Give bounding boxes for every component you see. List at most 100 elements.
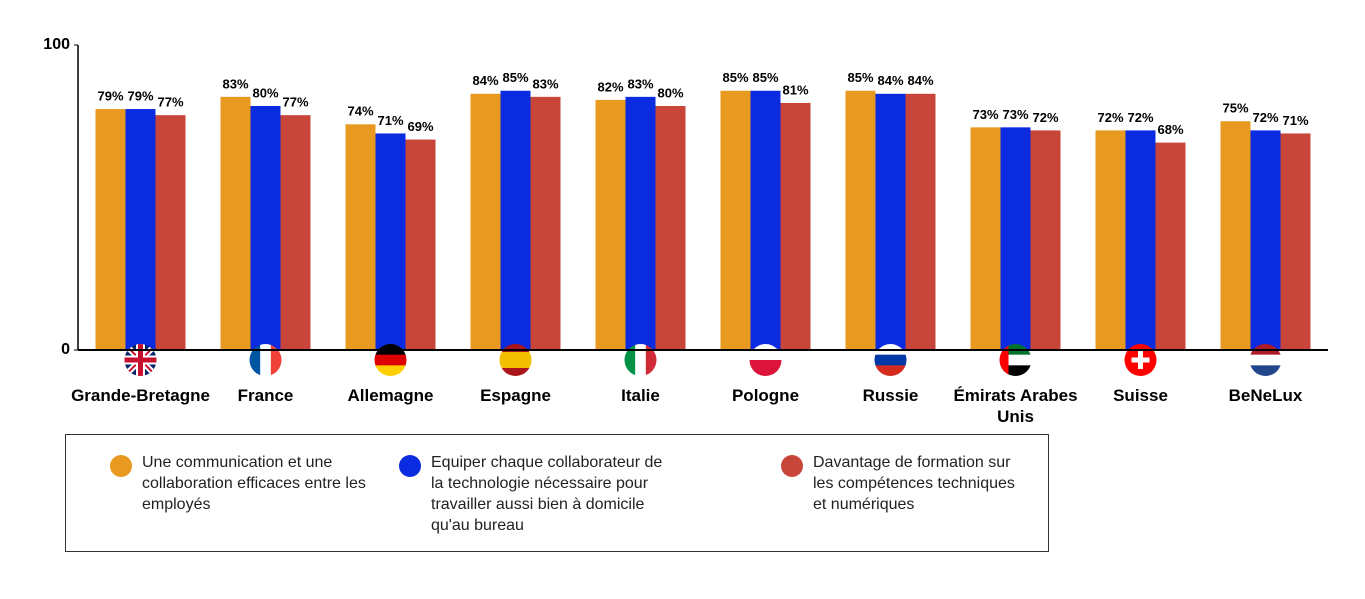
value-label: 83%: [222, 76, 248, 91]
value-label: 72%: [1097, 110, 1123, 125]
flag-stripe: [1249, 365, 1282, 376]
flag: [999, 344, 1032, 376]
bar: [155, 115, 186, 351]
value-label: 77%: [157, 95, 183, 110]
value-label: 79%: [127, 88, 153, 103]
bar: [530, 96, 561, 350]
flag-stripe: [999, 365, 1032, 376]
value-label: 72%: [1252, 110, 1278, 125]
flag-stripe: [499, 360, 532, 369]
legend-item: Une communication et une collaboration e…: [110, 452, 367, 515]
value-label: 75%: [1222, 101, 1248, 116]
value-label: 84%: [877, 73, 903, 88]
flag: [624, 344, 657, 376]
flag: [1249, 344, 1282, 376]
bar: [470, 93, 501, 351]
value-label: 85%: [502, 70, 528, 85]
bar: [595, 99, 626, 351]
flag-stripe: [874, 354, 907, 366]
value-label: 84%: [472, 73, 498, 88]
value-label: 73%: [1002, 107, 1028, 122]
flag-stripe: [749, 344, 782, 361]
flag-stripe: [374, 354, 407, 366]
flag-stripe: [499, 352, 532, 361]
flag-stripe: [874, 365, 907, 376]
flag-stripe: [270, 344, 282, 376]
bar: [875, 93, 906, 351]
value-label: 71%: [377, 113, 403, 128]
value-label: 69%: [407, 119, 433, 134]
flag-stripe: [749, 360, 782, 376]
flag: [124, 344, 157, 376]
value-label: 82%: [597, 79, 623, 94]
bar: [1125, 130, 1156, 350]
bar: [625, 96, 656, 350]
flag-stripe: [499, 344, 532, 353]
flag: [1124, 344, 1157, 376]
x-tick-label: Grande-Bretagne: [71, 386, 210, 405]
bar: [1155, 142, 1186, 350]
bar: [405, 139, 436, 350]
value-label: 85%: [722, 70, 748, 85]
x-tick-label: Émirats Arabes Unis: [953, 386, 1078, 426]
legend-label: Une communication et une collaboration e…: [142, 454, 366, 513]
value-label: 80%: [252, 85, 278, 100]
flag-stripe: [374, 365, 407, 376]
bar: [905, 93, 936, 351]
legend-marker: [110, 455, 132, 477]
bar: [655, 106, 686, 350]
legend-item: Equiper chaque collaborateur de la techn…: [399, 452, 671, 536]
value-label: 85%: [847, 70, 873, 85]
bar: [95, 109, 126, 350]
value-label: 83%: [532, 76, 558, 91]
value-label: 72%: [1032, 110, 1058, 125]
flag: [249, 344, 282, 376]
bar: [375, 133, 406, 350]
value-label: 79%: [97, 88, 123, 103]
x-tick-label: Pologne: [731, 386, 800, 405]
y-tick-label: 0: [61, 341, 70, 358]
x-tick-label: Suisse: [1113, 386, 1168, 405]
value-label: 72%: [1127, 110, 1153, 125]
flag: [749, 344, 782, 376]
legend: Une communication et une collaboration e…: [65, 434, 1049, 552]
value-label: 81%: [782, 82, 808, 97]
bar: [780, 102, 811, 350]
y-tick-label: 100: [43, 36, 70, 53]
legend-item: Davantage de formation sur les compétenc…: [781, 452, 1028, 515]
bar: [845, 90, 876, 350]
legend-marker: [399, 455, 421, 477]
value-label: 68%: [1157, 122, 1183, 137]
value-label: 83%: [627, 76, 653, 91]
flag-stripe: [624, 344, 636, 376]
value-label: 74%: [347, 104, 373, 119]
flag: [499, 344, 532, 376]
flag-cross: [1131, 351, 1150, 369]
bar: [1030, 130, 1061, 350]
bar: [970, 127, 1001, 350]
flag-stripe: [999, 354, 1032, 366]
x-tick-label: Allemagne: [347, 386, 434, 405]
chart: 0 100 79% 79% 77% 83% 80% 77% 74% 71% 69% 84% 85% 83%…: [43, 36, 1328, 376]
flag-stripe: [499, 368, 532, 376]
value-label: 85%: [752, 70, 778, 85]
flag: [874, 344, 907, 376]
bar: [1095, 130, 1126, 350]
flag-stripe: [645, 344, 657, 376]
bar: [250, 106, 281, 350]
bar: [220, 96, 251, 350]
bar: [1000, 127, 1031, 350]
legend-label: Davantage de formation sur les compétenc…: [813, 454, 1015, 513]
bar: [720, 90, 751, 350]
bar: [1280, 133, 1311, 350]
x-tick-label: France: [237, 386, 294, 405]
flag: [374, 344, 407, 376]
legend-label: Equiper chaque collaborateur de la techn…: [431, 454, 663, 534]
value-label: 71%: [1282, 113, 1308, 128]
bar: [125, 109, 156, 350]
x-tick-label: Italie: [621, 386, 660, 405]
value-label: 84%: [907, 73, 933, 88]
bar: [1250, 130, 1281, 350]
value-label: 77%: [282, 95, 308, 110]
